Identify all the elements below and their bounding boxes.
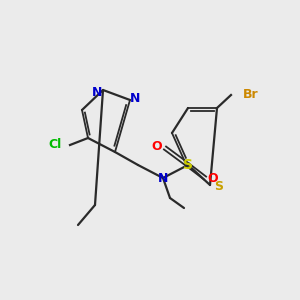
- Text: N: N: [92, 85, 102, 98]
- Text: Br: Br: [243, 88, 259, 101]
- Text: N: N: [158, 172, 168, 184]
- Text: O: O: [208, 172, 218, 185]
- Text: S: S: [183, 158, 193, 172]
- Text: N: N: [130, 92, 140, 104]
- Text: S: S: [214, 179, 224, 193]
- Text: Cl: Cl: [49, 139, 62, 152]
- Text: O: O: [152, 140, 162, 154]
